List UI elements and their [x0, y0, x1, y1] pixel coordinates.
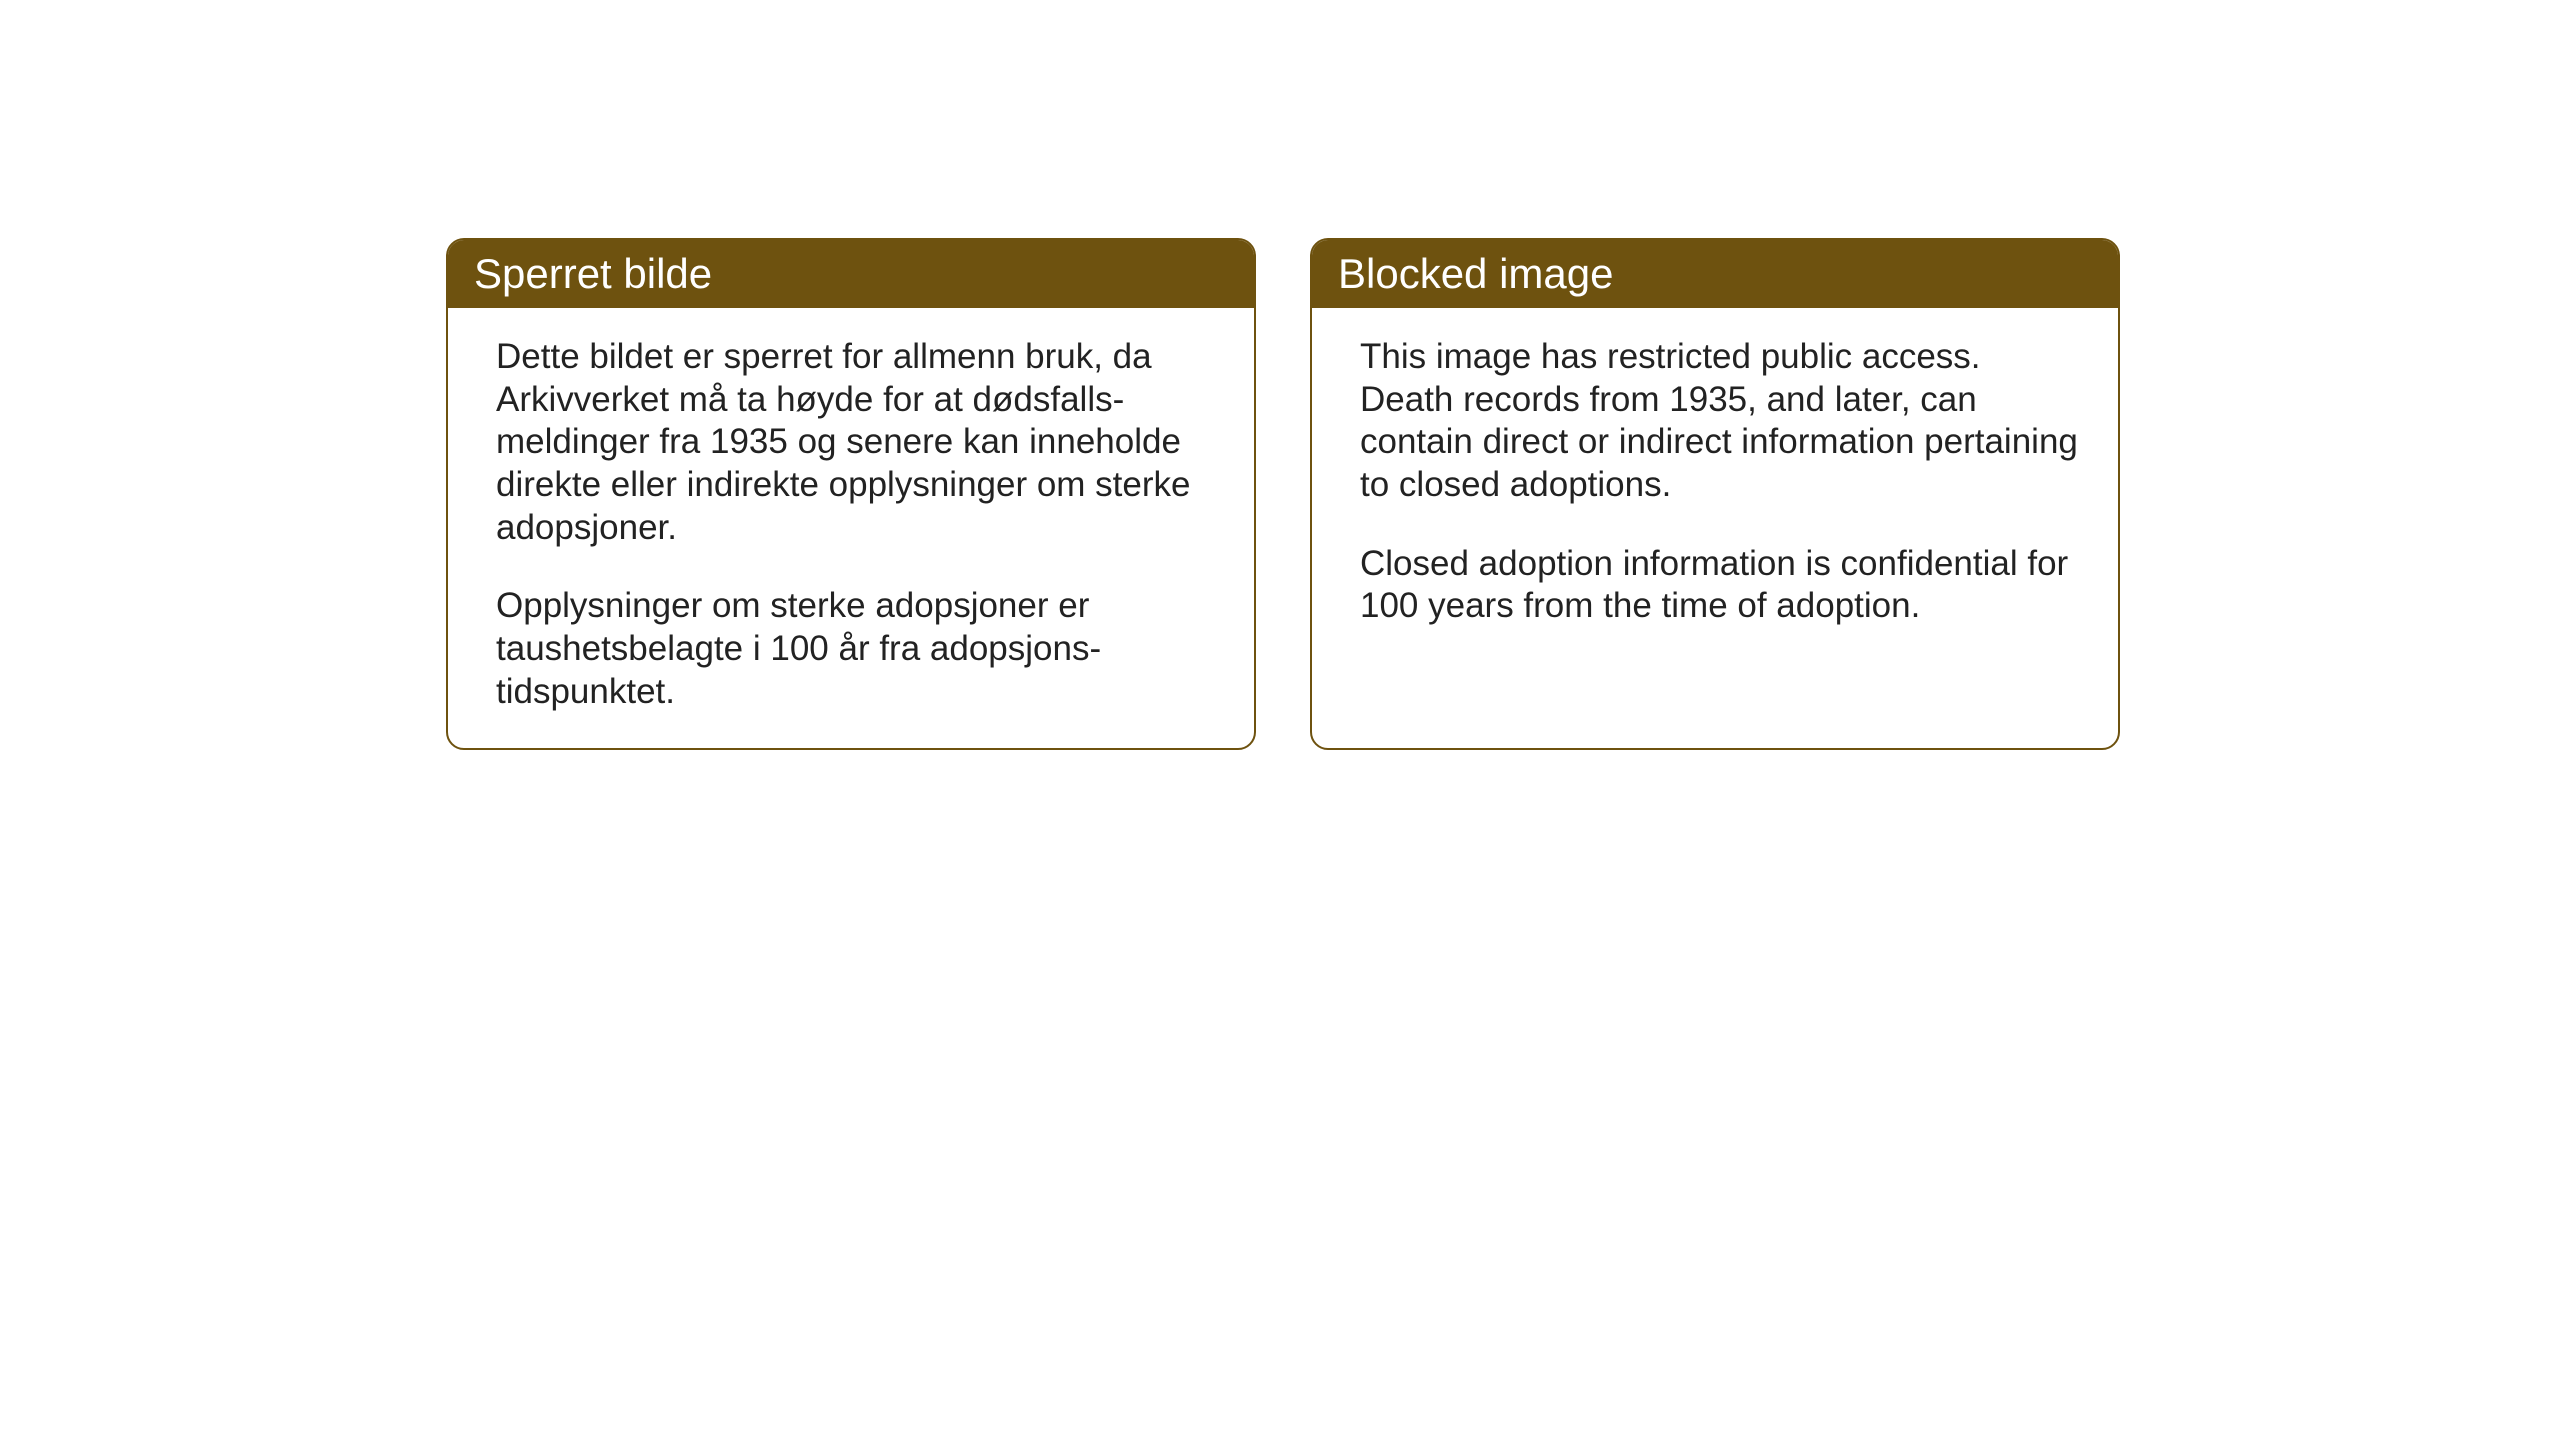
card-body-english: This image has restricted public access.…: [1312, 308, 2118, 668]
card-title-english: Blocked image: [1312, 240, 2118, 308]
notice-card-norwegian: Sperret bilde Dette bildet er sperret fo…: [446, 238, 1256, 750]
notice-cards-container: Sperret bilde Dette bildet er sperret fo…: [446, 238, 2120, 750]
notice-card-english: Blocked image This image has restricted …: [1310, 238, 2120, 750]
notice-paragraph: This image has restricted public access.…: [1360, 336, 2078, 507]
card-body-norwegian: Dette bildet er sperret for allmenn bruk…: [448, 308, 1254, 750]
card-title-norwegian: Sperret bilde: [448, 240, 1254, 308]
notice-paragraph: Closed adoption information is confident…: [1360, 543, 2078, 628]
notice-paragraph: Opplysninger om sterke adopsjoner er tau…: [496, 585, 1214, 713]
notice-paragraph: Dette bildet er sperret for allmenn bruk…: [496, 336, 1214, 549]
